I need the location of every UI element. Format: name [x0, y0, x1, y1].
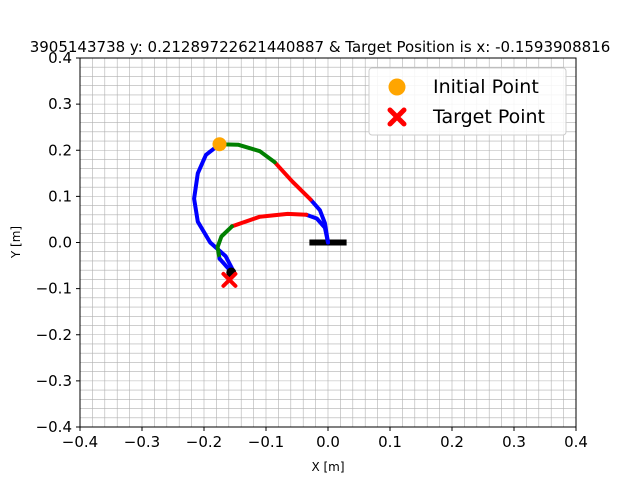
- y-tick-label: 0.0: [48, 234, 72, 252]
- y-tick-label: 0.3: [48, 95, 72, 113]
- initial-point-marker: [212, 137, 227, 152]
- y-tick-label: −0.4: [36, 418, 72, 436]
- x-tick-label: −0.2: [186, 433, 222, 451]
- legend-target-point-icon: [387, 107, 407, 127]
- legend-box: [368, 67, 567, 136]
- trajectory-2-segment-1: [304, 212, 330, 245]
- y-tick-label: −0.2: [36, 326, 72, 344]
- chart-title: 3905143738 y: 0.21289722621440887 & Targ…: [30, 38, 611, 56]
- trajectory-2-segment-2: [229, 211, 309, 229]
- x-tick-label: −0.1: [248, 433, 284, 451]
- x-tick-label: −0.4: [62, 433, 98, 451]
- trajectory-1-segment-4: [192, 142, 235, 275]
- y-tick-label: −0.3: [36, 372, 72, 390]
- y-tick-label: 0.2: [48, 141, 72, 159]
- y-tick-label: −0.1: [36, 280, 72, 298]
- legend: Initial Point Target Point: [368, 67, 567, 136]
- target-point-marker: [221, 271, 238, 288]
- trajectory-1-segment-2: [272, 160, 313, 202]
- legend-label-target-point: Target Point: [432, 106, 545, 128]
- legend-label-initial-point: Initial Point: [433, 76, 539, 98]
- x-tick-label: 0.2: [440, 433, 464, 451]
- x-axis-label: X [m]: [311, 460, 344, 474]
- grid: [79, 57, 577, 428]
- x-tick-label: 0.1: [378, 433, 402, 451]
- legend-initial-point-icon: [388, 78, 406, 96]
- plot-content: [192, 137, 347, 288]
- x-tick-label: 0.3: [502, 433, 526, 451]
- x-tick-label: 0.4: [564, 433, 588, 451]
- x-tick-label: 0.0: [316, 433, 340, 451]
- trajectory-2-segment-3: [215, 224, 234, 261]
- x-tick-label: −0.3: [124, 433, 160, 451]
- ticks: −0.4 −0.3 −0.2 −0.1 0.0 0.1 0.2 0.3 0.4 −0.4 −0.3 −…: [36, 49, 588, 451]
- y-tick-label: 0.1: [48, 187, 72, 205]
- y-axis-label: Y [m]: [9, 226, 23, 259]
- y-tick-label: 0.4: [48, 49, 72, 67]
- trajectory-1-segment-3: [217, 142, 277, 165]
